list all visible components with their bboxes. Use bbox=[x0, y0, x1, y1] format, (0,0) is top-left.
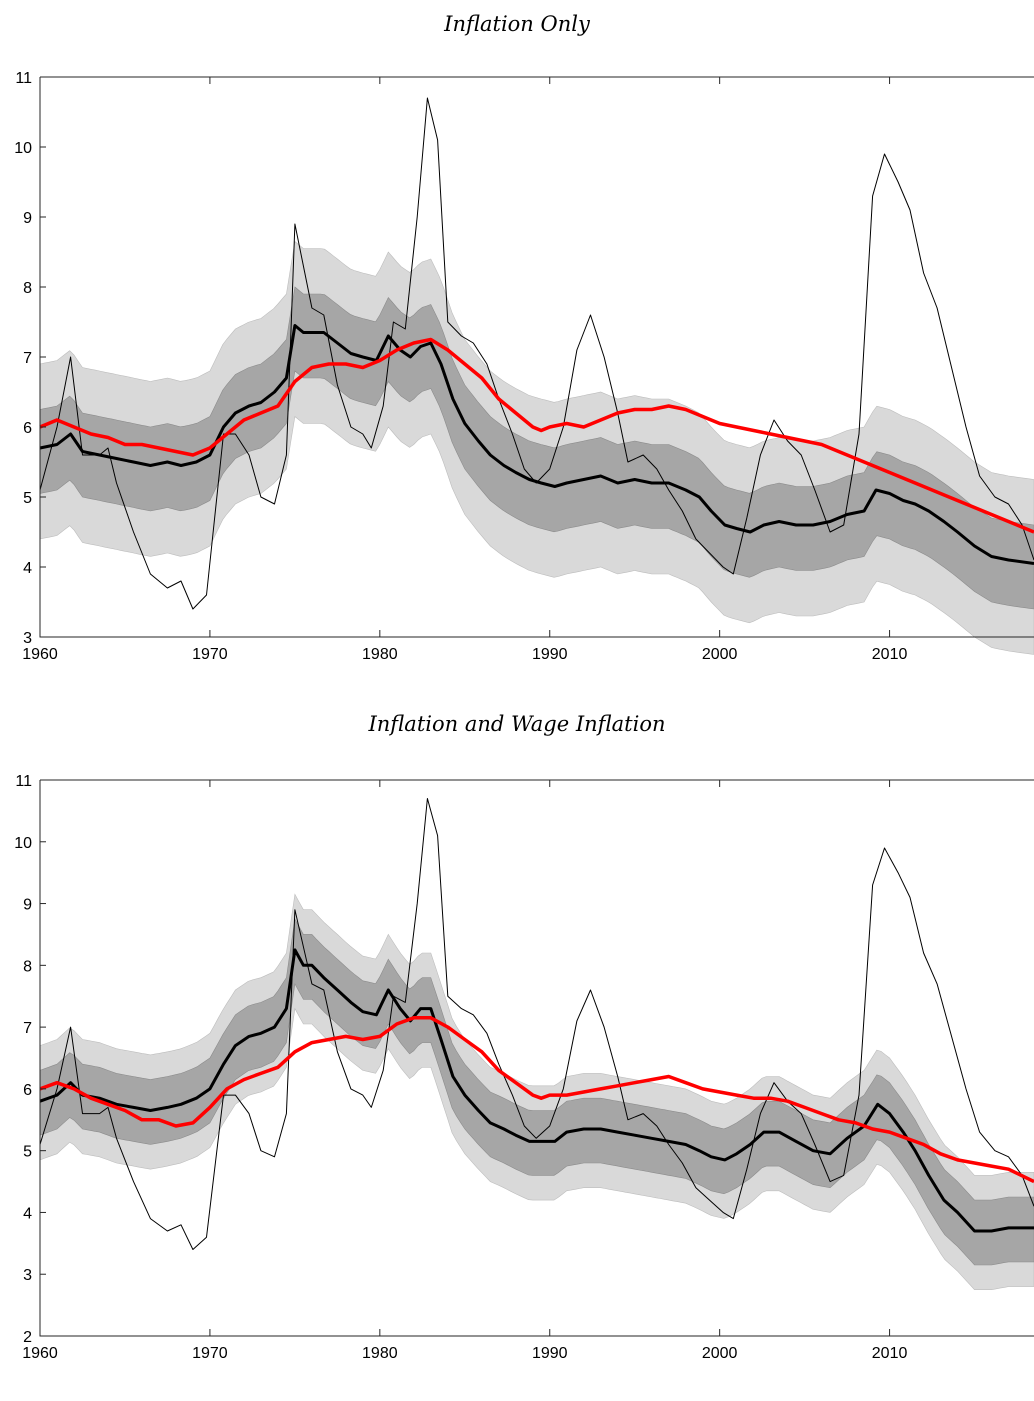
y-tick-label: 3 bbox=[23, 630, 32, 647]
y-tick-label: 7 bbox=[23, 1020, 32, 1037]
chart-title: Inflation Only bbox=[444, 12, 590, 36]
y-tick-label: 3 bbox=[23, 1267, 32, 1284]
y-tick-label: 6 bbox=[23, 420, 32, 437]
x-tick-label: 2000 bbox=[702, 1345, 738, 1362]
y-tick-label: 4 bbox=[23, 560, 32, 577]
actual-series-line bbox=[39, 798, 1034, 1250]
y-tick-label: 8 bbox=[23, 958, 32, 975]
y-tick-label: 6 bbox=[23, 1082, 32, 1099]
y-tick-label: 11 bbox=[15, 70, 32, 87]
chart-inflation-only: 3 4 5 6 7 8 9 10 11 1960 1970 1980 1990 2000 2010 bbox=[14, 70, 1034, 663]
chart-panel-inflation-only: Inflation Only 3 4 5 6 7 8 9 10 11 1960 1970 1980 19… bbox=[0, 0, 1034, 700]
red-series-line bbox=[39, 1016, 1034, 1184]
y-tick-label: 5 bbox=[23, 1144, 32, 1161]
y-tick-label: 2 bbox=[23, 1329, 32, 1346]
x-tick-label: 1970 bbox=[192, 1345, 228, 1362]
median-series-line bbox=[39, 948, 1034, 1233]
y-tick-label: 10 bbox=[14, 140, 32, 157]
y-tick-label: 7 bbox=[23, 350, 32, 367]
y-tick-label: 5 bbox=[23, 490, 32, 507]
y-tick-label: 9 bbox=[23, 897, 32, 914]
y-tick-label: 9 bbox=[23, 210, 32, 227]
x-tick-label: 1980 bbox=[362, 1345, 398, 1362]
x-tick-label: 2010 bbox=[872, 1345, 908, 1362]
y-tick-label: 4 bbox=[23, 1205, 32, 1222]
x-tick-label: 1960 bbox=[22, 1345, 58, 1362]
x-tick-label: 1960 bbox=[22, 646, 58, 663]
y-tick-label: 8 bbox=[23, 280, 32, 297]
x-tick-label: 1990 bbox=[532, 646, 568, 663]
actual-series-line bbox=[39, 97, 1034, 610]
red-series-line bbox=[39, 337, 1034, 534]
x-tick-label: 2000 bbox=[702, 646, 738, 663]
inner-band bbox=[39, 918, 1034, 1266]
y-tick-label: 11 bbox=[15, 773, 32, 790]
chart-title: Inflation and Wage Inflation bbox=[368, 712, 666, 736]
chart-panel-inflation-and-wage: Inflation and Wage Inflation 2 3 4 5 6 7 8 9 10 1… bbox=[0, 700, 1034, 1401]
median-series-line bbox=[39, 324, 1034, 565]
x-tick-label: 1970 bbox=[192, 646, 228, 663]
chart-inflation-and-wage: 2 3 4 5 6 7 8 9 10 11 1960 1970 1980 1990 2000 2010 bbox=[14, 773, 1034, 1362]
x-tick-label: 2010 bbox=[872, 646, 908, 663]
x-tick-label: 1990 bbox=[532, 1345, 568, 1362]
x-tick-label: 1980 bbox=[362, 646, 398, 663]
y-tick-label: 10 bbox=[14, 835, 32, 852]
